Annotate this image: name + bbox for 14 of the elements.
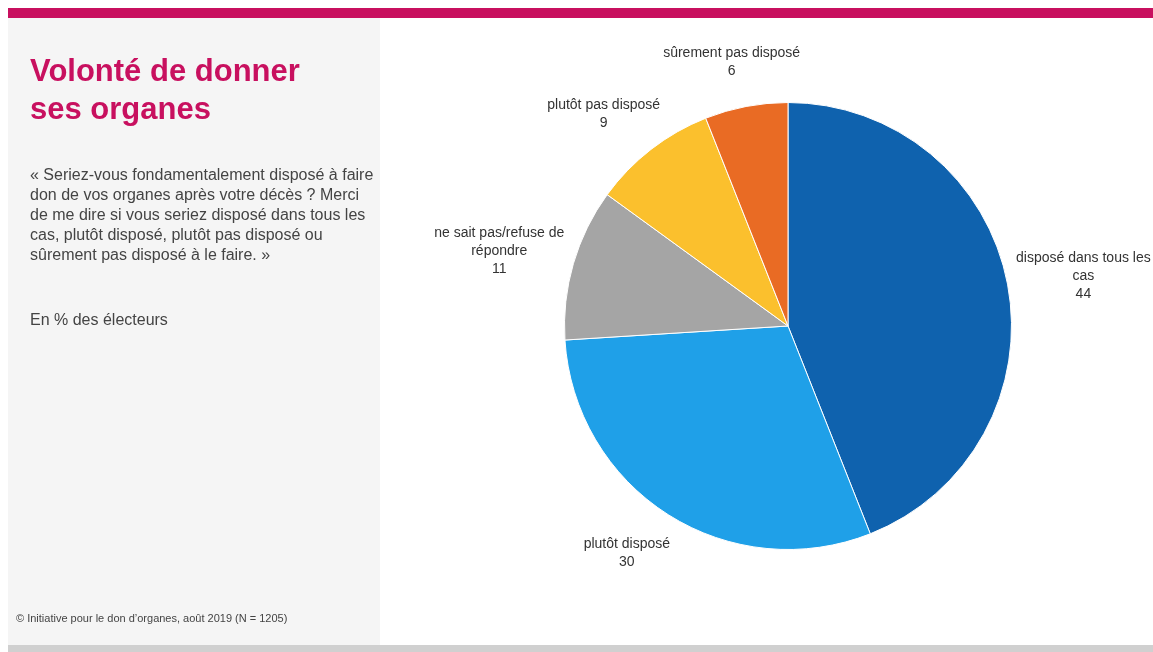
data-label: 44 — [1075, 284, 1092, 301]
data-label: 6 — [727, 62, 736, 79]
data-label: 30 — [619, 552, 635, 569]
text: © Initiative pour le don d’organes, août 2019 (N = 1205) — [16, 612, 288, 624]
data-label: 9 — [599, 113, 608, 130]
slice-label: plutôt pas disposé — [547, 95, 661, 112]
slice-label: disposé dans tous les cas — [1016, 248, 1151, 283]
slice-label: plutôt disposé — [583, 534, 671, 551]
data-label: 11 — [491, 259, 507, 276]
text: En % des électeurs — [30, 311, 168, 329]
slice-label: ne sait pas/refuse de répondre — [434, 223, 565, 258]
slice-label: sûrement pas disposé — [663, 44, 801, 61]
text: « Seriez-vous fondamentalement disposé à faire don de vos organes après votre décès ? Merci de me dire si vous seriez disposé dans tous les cas, plutôt disposé, plutôt pas disposé ou sûrement pas disposé à le faire. » — [30, 165, 375, 265]
text: Volonté de donner ses organes — [30, 52, 301, 128]
